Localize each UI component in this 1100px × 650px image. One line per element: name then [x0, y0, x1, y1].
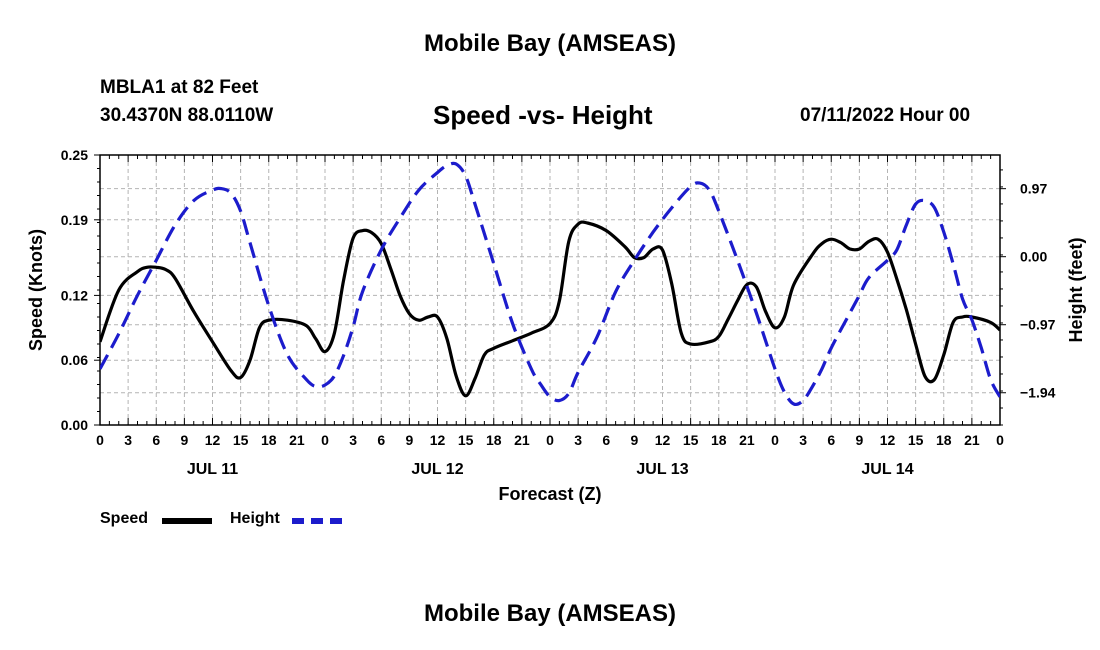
x-tick-label: 12: [430, 432, 446, 448]
legend-height-swatch: [292, 518, 342, 524]
x-day-label: JUL 14: [861, 461, 913, 478]
y-tick-label: 0.00: [61, 417, 88, 433]
x-tick-label: 21: [289, 432, 305, 448]
y-tick-label: 0.12: [61, 287, 88, 303]
x-tick-label: 3: [799, 432, 807, 448]
x-tick-label: 15: [233, 432, 249, 448]
legend-height-label: Height: [230, 510, 280, 527]
x-tick-label: 0: [321, 432, 329, 448]
legend-speed-label: Speed: [100, 510, 149, 527]
x-tick-label: 15: [683, 432, 699, 448]
x-tick-label: 0: [96, 432, 104, 448]
series-line-height: [100, 161, 1000, 407]
x-tick-label: 18: [261, 432, 277, 448]
y-tick-label: 0.06: [61, 352, 88, 368]
x-tick-label: 21: [514, 432, 530, 448]
x-tick-label: 6: [377, 432, 385, 448]
x-tick-label: 18: [936, 432, 952, 448]
y2-axis-title: Height (feet): [1066, 238, 1086, 343]
x-tick-label: 15: [908, 432, 924, 448]
x-tick-label: 9: [180, 432, 188, 448]
x-tick-label: 9: [630, 432, 638, 448]
x-tick-label: 21: [739, 432, 755, 448]
chart-title: Mobile Bay (AMSEAS): [423, 30, 677, 57]
x-tick-label: 15: [458, 432, 474, 448]
chart-subtitle: Speed -vs- Height: [433, 100, 653, 130]
x-tick-label: 6: [602, 432, 610, 448]
station-name: MBLA1 at 82 Feet: [100, 77, 259, 98]
x-tick-label: 12: [655, 432, 671, 448]
x-day-label: JUL 13: [636, 461, 688, 478]
x-tick-label: 18: [711, 432, 727, 448]
x-tick-label: 9: [405, 432, 413, 448]
x-day-label: JUL 11: [187, 461, 238, 478]
y-axis-title: Speed (Knots): [26, 229, 46, 351]
x-tick-label: 6: [827, 432, 835, 448]
x-tick-label: 0: [996, 432, 1004, 448]
series-line-speed: [100, 220, 1000, 398]
x-tick-label: 18: [486, 432, 502, 448]
x-tick-label: 0: [771, 432, 779, 448]
x-tick-label: 6: [152, 432, 160, 448]
y-tick-label: 0.25: [61, 147, 88, 163]
x-tick-label: 0: [546, 432, 554, 448]
x-tick-label: 3: [349, 432, 357, 448]
forecast-time: 07/11/2022 Hour 00: [800, 105, 971, 126]
station-coordinates: 30.4370N 88.0110W: [100, 105, 274, 126]
footer-title: Mobile Bay (AMSEAS): [423, 600, 677, 627]
y2-tick-label: −1.94: [1020, 385, 1056, 401]
y2-tick-label: 0.97: [1020, 181, 1047, 197]
y2-tick-label: −0.97: [1020, 317, 1056, 333]
x-day-label: JUL 12: [411, 461, 463, 478]
x-tick-label: 3: [574, 432, 582, 448]
x-tick-label: 3: [124, 432, 132, 448]
x-tick-label: 12: [205, 432, 221, 448]
x-tick-label: 9: [855, 432, 863, 448]
x-axis-title: Forecast (Z): [498, 484, 601, 504]
x-tick-label: 21: [964, 432, 980, 448]
legend-speed-swatch: [162, 518, 212, 524]
y-tick-label: 0.19: [61, 212, 88, 228]
y2-tick-label: 0.00: [1020, 249, 1047, 265]
x-tick-label: 12: [880, 432, 896, 448]
